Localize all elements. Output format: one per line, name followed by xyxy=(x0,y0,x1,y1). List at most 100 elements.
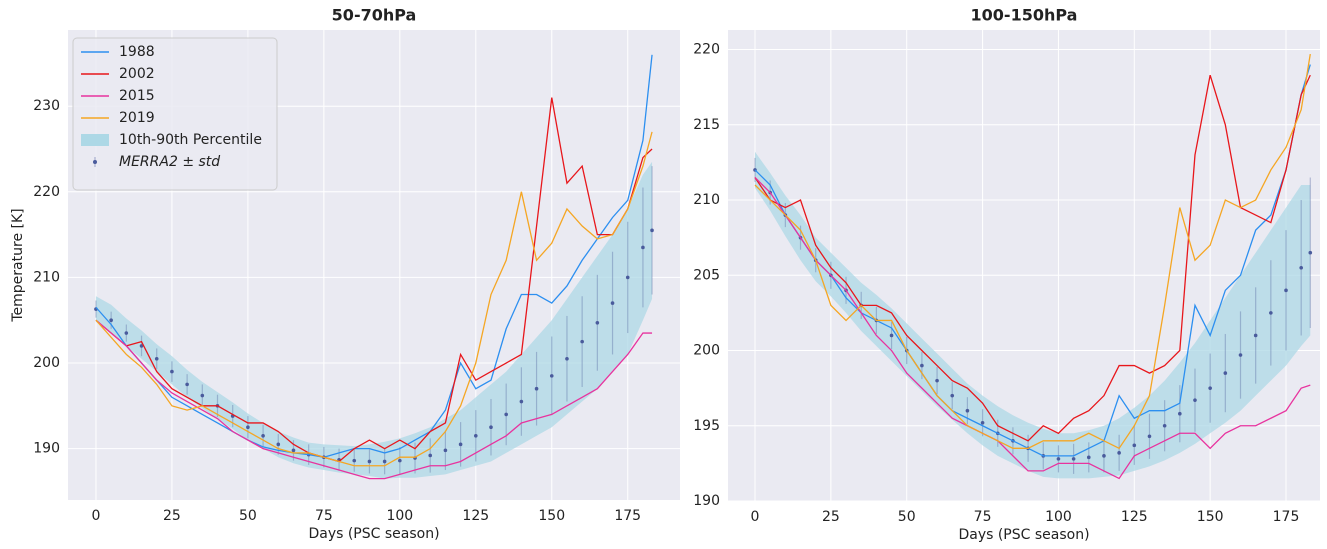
mean-point xyxy=(1238,353,1243,357)
mean-point xyxy=(625,275,630,280)
mean-point xyxy=(1308,250,1313,255)
mean-point xyxy=(920,363,924,368)
y-tick-label: 200 xyxy=(693,343,720,359)
y-axis-label: Temperature [K] xyxy=(10,208,26,322)
mean-point xyxy=(200,393,205,398)
mean-point xyxy=(473,433,478,438)
x-tick-label: 125 xyxy=(1121,509,1148,525)
x-tick-label: 25 xyxy=(163,508,181,524)
mean-point xyxy=(889,333,894,338)
mean-point xyxy=(595,320,600,325)
chart-title: 100-150hPa xyxy=(971,6,1078,25)
mean-point xyxy=(124,331,129,335)
series-line xyxy=(95,131,653,467)
mean-point xyxy=(398,458,402,463)
mean-point xyxy=(185,382,189,387)
mean-point xyxy=(980,420,985,425)
mean-point xyxy=(109,318,113,323)
mean-point xyxy=(261,433,265,438)
y-tick-label: 220 xyxy=(33,184,60,200)
mean-point xyxy=(1193,398,1197,402)
mean-point xyxy=(1162,423,1167,428)
mean-point xyxy=(1117,451,1121,455)
mean-point xyxy=(950,393,955,398)
series-line xyxy=(754,74,1311,442)
mean-point xyxy=(1223,371,1228,375)
y-tick-label: 190 xyxy=(693,493,720,509)
series-line xyxy=(754,64,1311,457)
y-tick-label: 220 xyxy=(693,42,720,58)
mean-point xyxy=(534,386,539,391)
mean-point xyxy=(367,459,372,464)
mean-point xyxy=(1208,386,1212,390)
x-tick-label: 100 xyxy=(386,508,413,524)
mean-point xyxy=(641,245,645,250)
mean-point xyxy=(519,399,524,404)
y-tick-label: 195 xyxy=(693,418,720,434)
mean-point xyxy=(139,344,144,348)
x-tick-label: 125 xyxy=(462,508,489,524)
chart-title: 50-70hPa xyxy=(332,6,417,25)
legend-label: 2002 xyxy=(119,66,155,82)
x-tick-label: 100 xyxy=(1045,509,1072,525)
mean-point xyxy=(1299,265,1303,270)
y-tick-label: 205 xyxy=(693,267,720,283)
mean-point xyxy=(1147,434,1152,439)
x-axis-label: Days (PSC season) xyxy=(308,526,439,542)
y-tick-label: 200 xyxy=(33,355,60,371)
x-tick-label: 150 xyxy=(1197,509,1224,525)
x-tick-label: 0 xyxy=(751,509,760,525)
x-tick-label: 50 xyxy=(898,509,916,525)
legend-label: 10th-90th Percentile xyxy=(119,132,262,148)
x-tick-label: 75 xyxy=(315,508,333,524)
x-tick-label: 50 xyxy=(239,508,257,524)
mean-point xyxy=(504,412,508,417)
mean-point xyxy=(580,339,584,344)
mean-point xyxy=(352,458,357,463)
mean-point xyxy=(650,228,654,233)
percentile-band xyxy=(755,151,1311,479)
x-tick-label: 175 xyxy=(614,508,641,524)
mean-point xyxy=(565,356,569,361)
mean-point xyxy=(443,448,448,453)
mean-point xyxy=(549,374,554,378)
mean-point xyxy=(382,459,387,464)
mean-point xyxy=(458,442,463,447)
mean-point xyxy=(428,453,433,458)
series-line xyxy=(754,53,1311,450)
mean-point xyxy=(170,369,174,374)
series-line xyxy=(95,97,653,463)
mean-point xyxy=(246,425,250,430)
y-tick-label: 215 xyxy=(693,117,720,133)
x-tick-label: 25 xyxy=(822,509,840,525)
series-line xyxy=(754,177,1311,480)
x-tick-label: 150 xyxy=(538,508,565,524)
mean-point xyxy=(610,301,615,305)
mean-point xyxy=(489,425,493,430)
mean-point xyxy=(1269,311,1273,315)
series-line xyxy=(95,319,653,480)
legend-box xyxy=(72,37,278,191)
mean-point xyxy=(1086,455,1091,460)
mean-point xyxy=(1284,288,1288,293)
mean-point xyxy=(935,378,939,383)
y-tick-label: 210 xyxy=(33,269,60,285)
legend-label: 2015 xyxy=(119,88,155,104)
legend-label: 2019 xyxy=(119,110,155,126)
legend-swatch xyxy=(93,160,97,164)
mean-point xyxy=(1056,457,1061,461)
y-tick-label: 210 xyxy=(693,192,720,208)
legend-swatch xyxy=(81,134,109,146)
mean-point xyxy=(276,442,281,447)
legend-label: 1988 xyxy=(119,44,155,60)
percentile-band xyxy=(95,161,653,479)
y-tick-label: 230 xyxy=(33,98,60,114)
mean-point xyxy=(1132,443,1137,448)
legend-label: MERRA2 ± std xyxy=(119,154,220,170)
y-tick-label: 190 xyxy=(33,441,60,457)
x-tick-label: 0 xyxy=(91,508,100,524)
x-axis-label: Days (PSC season) xyxy=(958,527,1089,543)
mean-point xyxy=(1102,454,1106,458)
mean-point xyxy=(291,448,296,453)
